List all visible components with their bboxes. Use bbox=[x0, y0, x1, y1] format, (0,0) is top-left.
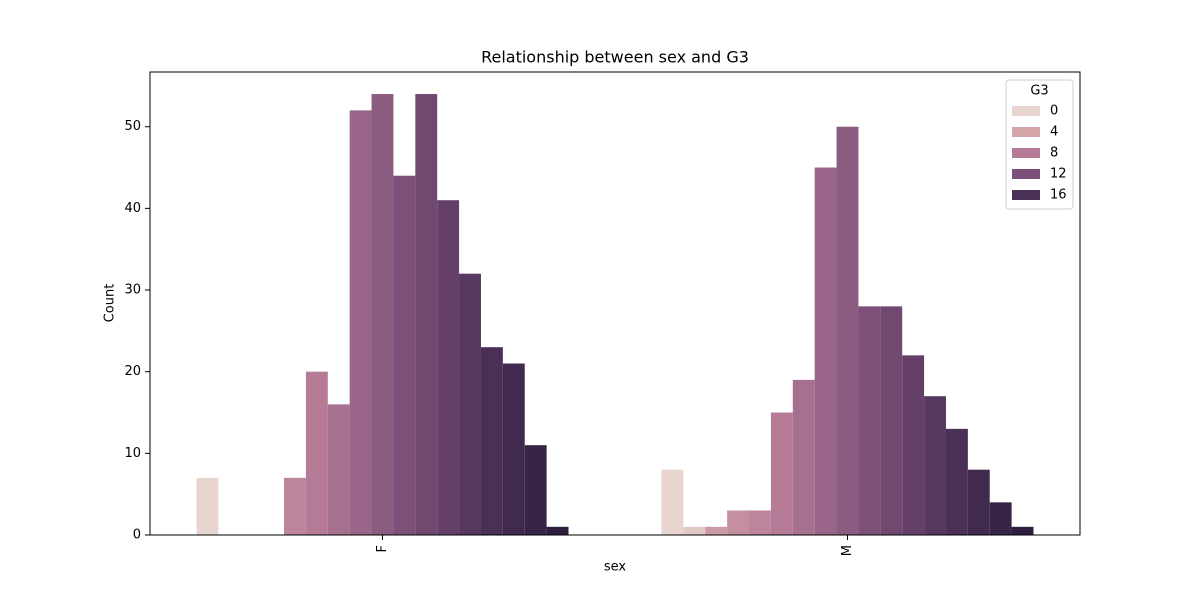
legend-label: 0 bbox=[1050, 104, 1058, 119]
y-tick-label: 0 bbox=[133, 528, 141, 543]
legend-swatch bbox=[1012, 169, 1040, 179]
legend-label: 4 bbox=[1050, 125, 1058, 140]
bar bbox=[814, 167, 837, 536]
bar bbox=[945, 428, 968, 535]
bar bbox=[924, 396, 946, 535]
bar bbox=[661, 469, 684, 535]
legend-label: 16 bbox=[1050, 188, 1067, 203]
bar bbox=[524, 445, 547, 535]
legend-swatch bbox=[1012, 127, 1040, 137]
bar bbox=[989, 502, 1012, 535]
bar bbox=[1011, 526, 1034, 535]
bar bbox=[546, 526, 569, 535]
legend-swatch bbox=[1012, 190, 1040, 200]
bar bbox=[196, 477, 219, 535]
bar bbox=[705, 526, 728, 535]
bar bbox=[305, 371, 328, 535]
bar bbox=[749, 510, 771, 535]
bar bbox=[393, 175, 416, 535]
x-axis-label: sex bbox=[604, 560, 627, 575]
bar bbox=[683, 526, 706, 535]
bar bbox=[371, 94, 394, 536]
x-tick-label: F bbox=[375, 545, 390, 552]
plot-frame bbox=[149, 71, 1081, 536]
legend-label: 8 bbox=[1050, 146, 1058, 161]
bar bbox=[349, 110, 372, 536]
y-tick-label: 30 bbox=[124, 283, 141, 298]
bar bbox=[437, 200, 460, 535]
bar bbox=[880, 306, 903, 535]
y-axis-label: Count bbox=[103, 284, 118, 323]
bar bbox=[459, 273, 481, 535]
y-tick-label: 20 bbox=[124, 364, 141, 379]
legend-label: 12 bbox=[1050, 167, 1067, 182]
chart-title: Relationship between sex and G3 bbox=[481, 48, 749, 67]
bar bbox=[858, 306, 881, 535]
bar bbox=[770, 412, 793, 535]
x-tick-label: M bbox=[840, 545, 855, 556]
bar bbox=[727, 510, 750, 535]
y-tick-label: 40 bbox=[124, 201, 141, 216]
legend-swatch bbox=[1012, 106, 1040, 116]
bar bbox=[902, 355, 925, 535]
bar bbox=[967, 469, 990, 535]
legend-title: G3 bbox=[1030, 84, 1048, 99]
bar bbox=[284, 477, 306, 535]
bar bbox=[836, 126, 859, 536]
y-tick-label: 10 bbox=[124, 446, 141, 461]
bar bbox=[502, 363, 525, 535]
bar bbox=[415, 94, 438, 536]
bar bbox=[327, 404, 350, 535]
legend-swatch bbox=[1012, 148, 1040, 158]
y-tick-label: 50 bbox=[124, 119, 141, 134]
bar bbox=[792, 379, 815, 535]
bar bbox=[480, 347, 503, 535]
